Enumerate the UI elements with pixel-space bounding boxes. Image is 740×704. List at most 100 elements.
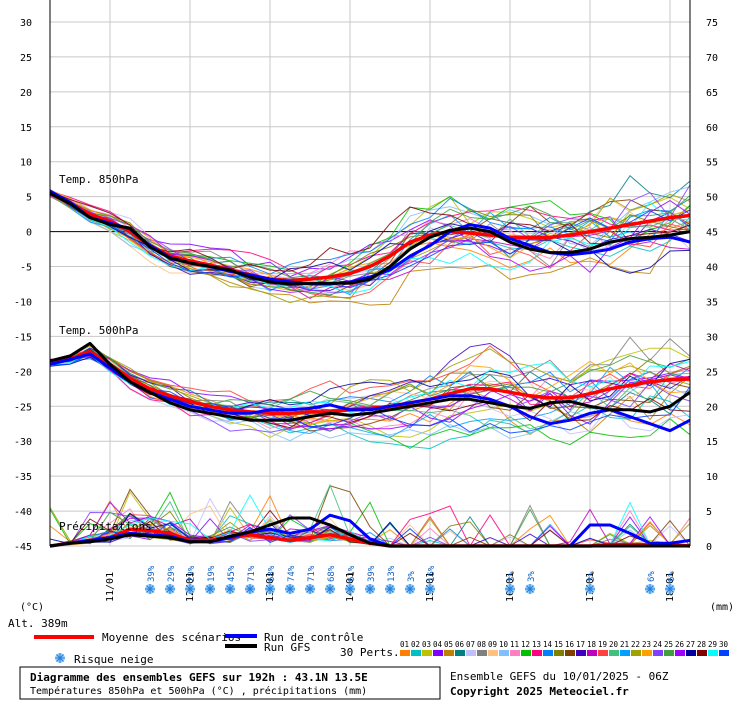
snow-risk-marker: 13% xyxy=(385,565,397,594)
right-tick-label: 65 xyxy=(706,88,718,99)
pert-color-swatch xyxy=(433,650,443,656)
snow-risk-percent: 6% xyxy=(667,571,677,582)
altitude-label: Alt. 389m xyxy=(8,617,68,630)
pert-number: 14 xyxy=(543,640,553,649)
pert-color-swatch xyxy=(400,650,410,656)
footer-run: Ensemble GEFS du 10/01/2025 - 06Z xyxy=(450,670,669,683)
snow-risk-marker: 68% xyxy=(265,565,277,594)
footer-copyright: Copyright 2025 Meteociel.fr xyxy=(450,685,629,698)
snow-risk-marker: 6% xyxy=(645,571,657,594)
right-tick-label: 70 xyxy=(706,53,718,64)
pert-number: 09 xyxy=(488,640,497,649)
pert-number: 19 xyxy=(598,640,607,649)
pert-color-swatch xyxy=(488,650,498,656)
snow-risk-marker: 74% xyxy=(285,565,297,594)
pert-color-swatch xyxy=(620,650,630,656)
snow-risk-percent: 45% xyxy=(227,565,237,582)
right-tick-label: 0 xyxy=(706,542,712,553)
footer-box xyxy=(19,666,441,700)
snow-risk-percent: 6% xyxy=(647,571,657,582)
pert-number: 26 xyxy=(675,640,685,649)
pert-number: 12 xyxy=(521,640,530,649)
legend-mean-label: Moyenne des scénarios xyxy=(102,631,241,644)
pert-color-swatch xyxy=(642,650,652,656)
left-tick-label: 0 xyxy=(26,228,32,239)
snow-risk-percent: 61% xyxy=(347,565,357,582)
right-tick-label: 60 xyxy=(706,123,718,134)
snow-risk-row: 39% 29% 29% 19% 45% 71% 68% 74% 71% 68% 61% 39% 13% 3… xyxy=(145,565,677,594)
left-tick-label: 5 xyxy=(26,193,32,204)
snowflake-icon xyxy=(55,653,65,663)
snow-risk-percent: 68% xyxy=(267,565,277,582)
right-tick-label: 25 xyxy=(706,367,718,378)
left-tick-label: -35 xyxy=(14,472,32,483)
snowflake-icon xyxy=(185,584,195,594)
pert-color-swatch xyxy=(565,650,575,656)
left-tick-label: 25 xyxy=(20,53,32,64)
snow-risk-percent: 71% xyxy=(307,565,317,582)
snowflake-icon xyxy=(265,584,275,594)
pert-color-swatch xyxy=(466,650,476,656)
label-t500: Temp. 500hPa xyxy=(59,324,138,337)
snowflake-icon xyxy=(345,584,355,594)
snow-risk-marker: 19% xyxy=(205,565,217,594)
legend-control-label: Run de contrôle xyxy=(264,631,363,644)
snowflake-icon xyxy=(645,584,655,594)
right-tick-label: 35 xyxy=(706,297,718,308)
pert-number: 10 xyxy=(499,640,509,649)
snow-risk-marker: 71% xyxy=(305,565,317,594)
snow-risk-marker: 3% xyxy=(505,571,517,594)
pert-number: 22 xyxy=(631,640,640,649)
pert-color-swatch xyxy=(543,650,553,656)
snow-risk-marker: 39% xyxy=(365,565,377,594)
pert-color-swatch xyxy=(444,650,454,656)
pert-number: 04 xyxy=(433,640,443,649)
perturbation-13-t850 xyxy=(49,190,691,279)
pert-number: 01 xyxy=(400,640,409,649)
snow-risk-marker: 3% xyxy=(405,571,417,594)
pert-color-swatch xyxy=(422,650,432,656)
pert-number: 02 xyxy=(411,640,420,649)
perturbation-25-t850 xyxy=(49,194,691,286)
snow-risk-percent: 39% xyxy=(367,565,377,582)
left-tick-label: 10 xyxy=(20,158,32,169)
snow-risk-percent: 74% xyxy=(287,565,297,582)
legend-gfs-label: Run GFS xyxy=(264,641,310,654)
snowflake-icon xyxy=(585,584,595,594)
snow-risk-marker: 68% xyxy=(325,565,337,594)
right-axis-unit: (mm) xyxy=(710,602,734,613)
snow-risk-marker: 45% xyxy=(225,565,237,594)
perturbation-19-t850 xyxy=(49,196,691,299)
date-tick-label: 11/01 xyxy=(105,572,116,602)
left-tick-label: 20 xyxy=(20,88,32,99)
pert-number: 13 xyxy=(532,640,541,649)
pert-number: 18 xyxy=(587,640,597,649)
pert-number: 23 xyxy=(642,640,651,649)
pert-color-swatch xyxy=(499,650,509,656)
pert-color-swatch xyxy=(455,650,465,656)
snow-risk-marker: 3% xyxy=(585,571,597,594)
snow-risk-marker: 3% xyxy=(525,571,537,594)
pert-color-swatch xyxy=(631,650,641,656)
pert-number: 07 xyxy=(466,640,475,649)
right-tick-label: 50 xyxy=(706,193,718,204)
left-tick-label: 30 xyxy=(20,18,32,29)
pert-color-swatch xyxy=(653,650,663,656)
snow-risk-marker: 61% xyxy=(345,565,357,594)
pert-color-swatch xyxy=(554,650,564,656)
pert-color-swatch xyxy=(664,650,674,656)
snow-risk-percent: 3% xyxy=(527,571,537,582)
snow-risk-marker: 16% xyxy=(425,565,437,594)
pert-number: 24 xyxy=(653,640,663,649)
snow-risk-marker: 71% xyxy=(245,565,257,594)
pert-number: 28 xyxy=(697,640,707,649)
pert-color-swatch xyxy=(477,650,487,656)
left-tick-label: -5 xyxy=(20,263,32,274)
snow-risk-marker: 39% xyxy=(145,565,157,594)
legend-snow-label: Risque neige xyxy=(74,653,153,666)
pert-number: 08 xyxy=(477,640,487,649)
pert-number: 05 xyxy=(444,640,453,649)
snow-risk-percent: 68% xyxy=(327,565,337,582)
snowflake-icon xyxy=(245,584,255,594)
